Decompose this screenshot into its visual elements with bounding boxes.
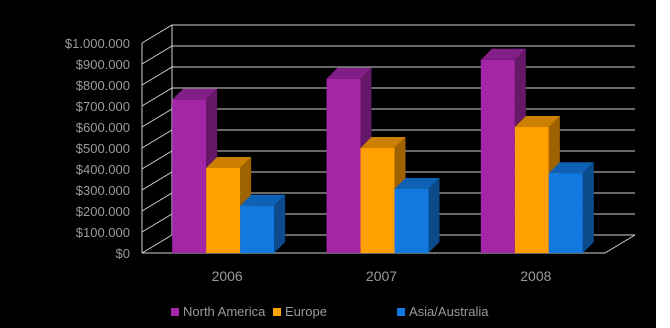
bar-front: [240, 205, 275, 253]
bar-top: [172, 88, 218, 100]
y-tick-label: $100.000: [76, 225, 130, 240]
legend-item: Europe: [273, 304, 327, 319]
bar-top: [394, 177, 440, 189]
gridline: [141, 66, 635, 86]
legend-item: North America: [171, 304, 266, 319]
bar-top: [240, 194, 286, 206]
y-tick-label: $1.000.000: [65, 36, 130, 51]
bar-top: [548, 162, 594, 174]
legend-swatch: [171, 308, 179, 316]
x-tick-label: 2006: [212, 268, 243, 284]
gridline: [141, 45, 635, 65]
bar-top: [480, 48, 526, 60]
legend-label: Asia/Australia: [409, 304, 489, 319]
bar-top: [360, 137, 406, 148]
grid-layer: [141, 24, 636, 254]
chart-frame: $0 $100.000 $200.000 $300.000 $400.000 $500.0…: [0, 0, 656, 328]
bar-side: [582, 162, 594, 253]
bar-front: [172, 99, 207, 253]
bar-front: [480, 59, 515, 253]
x-axis-line: [142, 234, 636, 254]
y-tick-label: $800.000: [76, 78, 130, 93]
bar-top: [326, 67, 372, 79]
y-tick-label: $200.000: [76, 204, 130, 219]
bar-front: [548, 173, 583, 253]
y-tick-label: $600.000: [76, 120, 130, 135]
legend-label: Europe: [285, 304, 327, 319]
bar: [394, 177, 440, 253]
bar-side: [274, 194, 286, 253]
legend-swatch: [397, 308, 405, 316]
y-tick-label: $300.000: [76, 183, 130, 198]
bar-front: [360, 148, 395, 253]
bar: [326, 67, 372, 253]
x-tick-label: 2007: [366, 268, 397, 284]
bar-front: [514, 127, 549, 253]
legend-item: Asia/Australia: [397, 304, 489, 319]
legend: North America Europe Asia/Australia: [171, 304, 489, 319]
bar: [240, 194, 286, 253]
bar-chart: $0 $100.000 $200.000 $300.000 $400.000 $500.0…: [65, 24, 636, 319]
gridline: [141, 24, 635, 44]
bar-front: [394, 188, 429, 253]
bar-top: [206, 156, 252, 168]
bar-front: [206, 167, 241, 253]
bar-layer: [172, 48, 594, 253]
bar-side: [428, 177, 440, 253]
legend-swatch: [273, 308, 281, 316]
y-tick-label: $400.000: [76, 162, 130, 177]
y-tick-label: $500.000: [76, 141, 130, 156]
y-tick-label: $900.000: [76, 57, 130, 72]
bar-top: [514, 116, 560, 127]
y-tick-label: $0: [116, 246, 130, 261]
label-layer: $0 $100.000 $200.000 $300.000 $400.000 $500.0…: [65, 36, 552, 284]
legend-label: North America: [183, 304, 266, 319]
bar: [548, 162, 594, 253]
y-tick-label: $700.000: [76, 99, 130, 114]
x-tick-label: 2008: [520, 268, 551, 284]
bar-front: [326, 78, 361, 253]
